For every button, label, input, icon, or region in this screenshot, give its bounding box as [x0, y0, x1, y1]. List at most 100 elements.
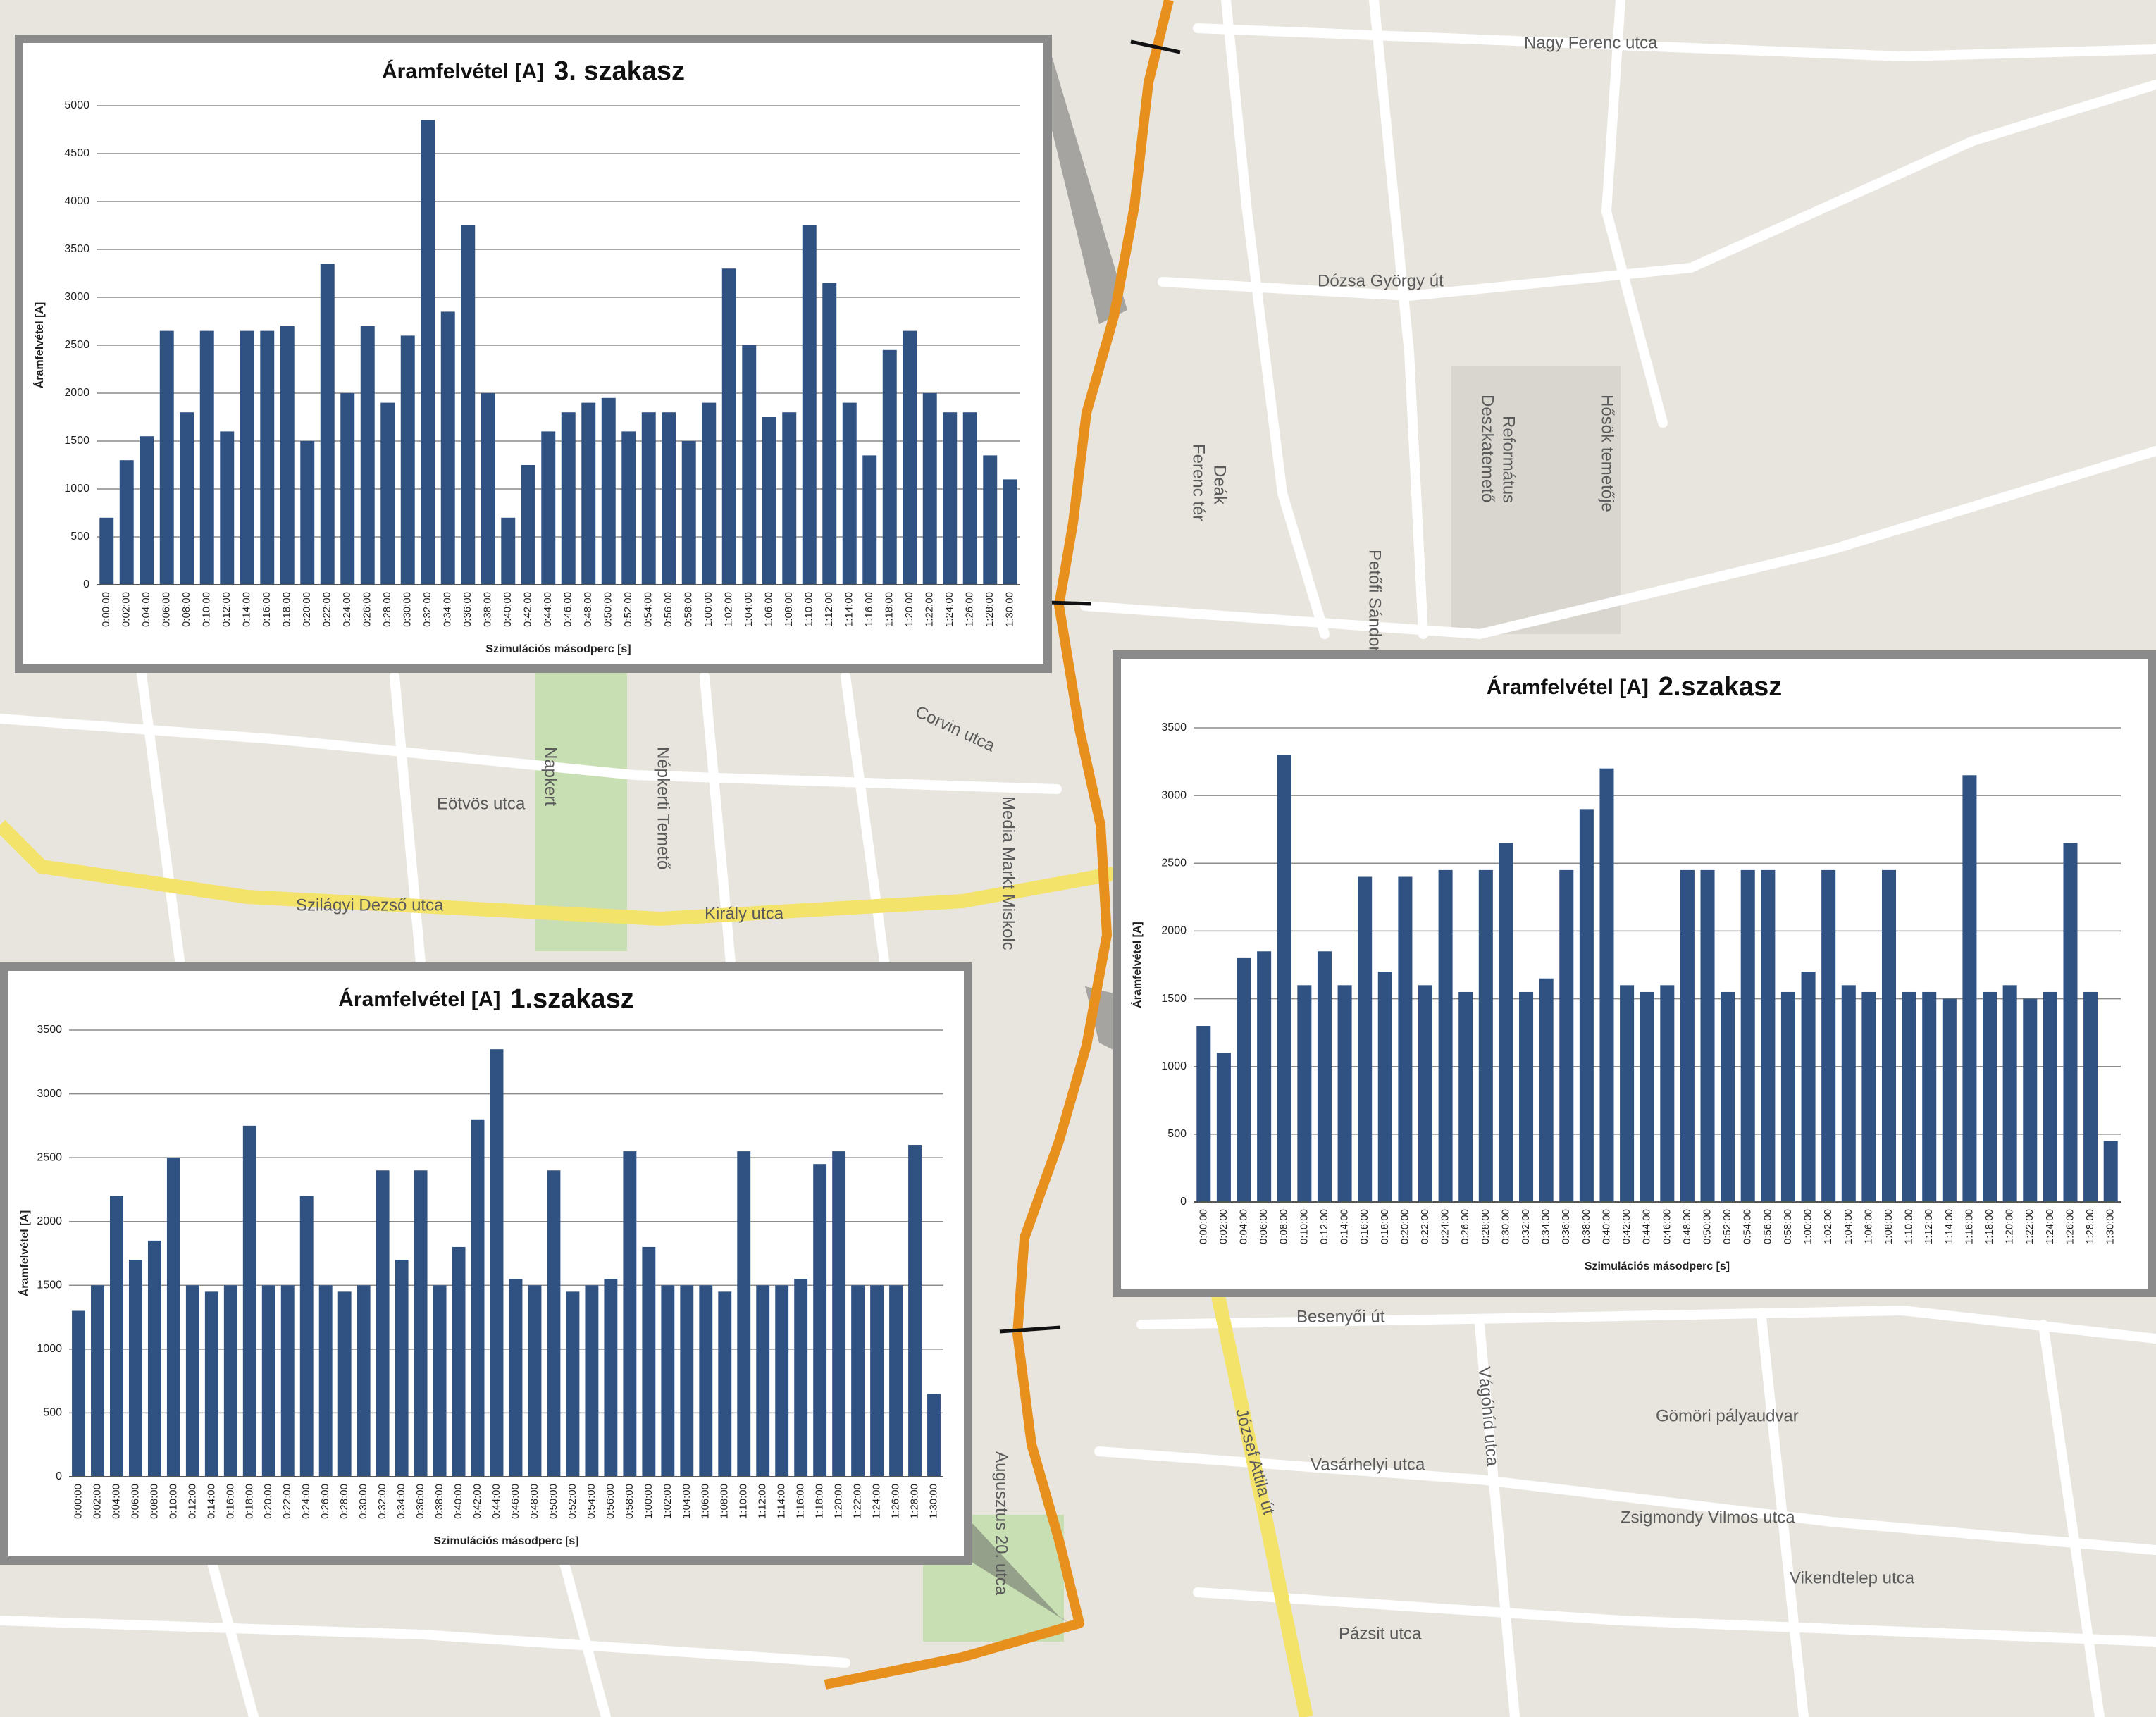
x-tick-label: 1:14:00 — [776, 1484, 788, 1519]
x-tick-label: 0:12:00 — [186, 1484, 198, 1519]
street — [1601, 0, 1668, 428]
x-tick-label: 0:26:00 — [1459, 1209, 1471, 1244]
map-label: Népkerti Temető — [654, 747, 673, 869]
y-tick-label: 1500 — [37, 1279, 62, 1291]
bar — [662, 412, 676, 585]
map-label: Gömöri pályaudvar — [1656, 1406, 1799, 1425]
bar — [721, 268, 736, 585]
section-dividers — [999, 39, 1181, 1334]
x-tick-label: 0:00:00 — [100, 592, 112, 627]
x-tick-label: 1:26:00 — [2064, 1209, 2076, 1244]
bar — [204, 1291, 218, 1477]
x-tick-label: 0:52:00 — [622, 592, 634, 627]
bar — [501, 517, 516, 585]
bar — [280, 1285, 295, 1477]
y-axis-title: Áramfelvétel [A] — [1130, 922, 1144, 1008]
y-tick-label: 500 — [43, 1407, 62, 1419]
map-label: Nagy Ferenc utca — [1524, 33, 1658, 52]
x-tick-label: 1:24:00 — [943, 592, 955, 627]
bar — [395, 1260, 409, 1477]
bar — [1599, 768, 1614, 1202]
street — [1158, 80, 2156, 302]
x-tick-label: 0:30:00 — [1499, 1209, 1511, 1244]
x-tick-label: 0:44:00 — [1641, 1209, 1653, 1244]
x-tick-label: 0:02:00 — [120, 592, 132, 627]
x-tick-label: 0:10:00 — [1298, 1209, 1310, 1244]
bar — [180, 412, 194, 585]
bar — [927, 1394, 941, 1477]
street — [700, 671, 738, 991]
x-tick-label: 0:58:00 — [683, 592, 695, 627]
x-tick-label: 0:46:00 — [509, 1484, 521, 1519]
x-tick-label: 0:22:00 — [321, 592, 333, 627]
bar — [481, 393, 495, 585]
street — [390, 671, 428, 991]
x-tick-label: 1:10:00 — [738, 1484, 750, 1519]
street — [841, 671, 893, 991]
x-tick-label: 0:06:00 — [161, 592, 173, 627]
bar — [1579, 809, 1594, 1202]
bar — [1358, 876, 1373, 1202]
x-tick-label: 0:32:00 — [376, 1484, 388, 1519]
x-tick-label: 0:52:00 — [566, 1484, 578, 1519]
bar — [794, 1279, 808, 1477]
x-tick-label: 1:22:00 — [852, 1484, 864, 1519]
bar — [903, 330, 917, 585]
bar — [541, 431, 556, 585]
x-tick-label: 0:24:00 — [341, 592, 353, 627]
street — [1094, 1446, 2156, 1555]
chart-title-section: 1.szakasz — [510, 984, 633, 1014]
bar — [943, 412, 958, 585]
chart-title-main: Áramfelvétel [A] — [382, 59, 544, 83]
x-tick-label: 0:04:00 — [140, 592, 152, 627]
bar — [490, 1049, 504, 1477]
bar — [1317, 951, 1332, 1202]
x-tick-label: 0:14:00 — [1339, 1209, 1351, 1244]
x-tick-label: 0:16:00 — [261, 592, 273, 627]
x-tick-label: 1:12:00 — [1923, 1209, 1935, 1244]
x-tick-label: 0:48:00 — [1681, 1209, 1693, 1244]
chart: Áramfelvétel [A] 2.szakasz 0 500 1000 1500 200… — [1113, 650, 2156, 1297]
x-tick-label: 0:54:00 — [1742, 1209, 1754, 1244]
bar — [300, 441, 315, 585]
bar — [223, 1285, 237, 1477]
chart-title-section: 3. szakasz — [554, 56, 685, 86]
bar — [340, 393, 355, 585]
bar — [962, 412, 977, 585]
street — [1475, 1320, 1520, 1717]
bar — [400, 335, 415, 585]
x-tick-label: 0:02:00 — [91, 1484, 103, 1519]
x-tick-label: 0:30:00 — [357, 1484, 369, 1519]
map-label: Dózsa György út — [1318, 271, 1444, 290]
bar — [2023, 998, 2038, 1202]
street — [559, 1556, 611, 1717]
x-tick-label: 1:24:00 — [2044, 1209, 2056, 1244]
x-tick-label: 0:48:00 — [582, 592, 594, 627]
x-tick-label: 0:32:00 — [421, 592, 433, 627]
bar — [585, 1285, 599, 1477]
bar — [1902, 991, 1916, 1202]
chart-title: Áramfelvétel [A] 2.szakasz — [1487, 672, 1782, 702]
x-tick-label: 0:06:00 — [1258, 1209, 1270, 1244]
x-tick-label: 0:36:00 — [461, 592, 473, 627]
bar — [762, 417, 776, 585]
bar — [1740, 869, 1755, 1202]
bar — [1620, 985, 1635, 1202]
park-area — [535, 669, 627, 951]
street — [1136, 1305, 2156, 1344]
x-tick-label: 0:00:00 — [72, 1484, 84, 1519]
bar — [581, 402, 596, 585]
bar — [261, 1285, 275, 1477]
map-label: Vikendtelep utca — [1790, 1568, 1915, 1587]
x-tick-label: 0:08:00 — [148, 1484, 160, 1519]
x-tick-label: 0:58:00 — [624, 1484, 636, 1519]
map-label: Zsigmondy Vilmos utca — [1621, 1508, 1795, 1527]
bar — [680, 1285, 694, 1477]
chart-title-section: 2.szakasz — [1659, 672, 1782, 702]
bar — [1196, 1026, 1211, 1202]
x-tick-label: 0:36:00 — [1560, 1209, 1572, 1244]
bar — [1721, 991, 1735, 1202]
bar — [1418, 985, 1433, 1202]
bar — [822, 283, 837, 585]
bar — [380, 402, 395, 585]
